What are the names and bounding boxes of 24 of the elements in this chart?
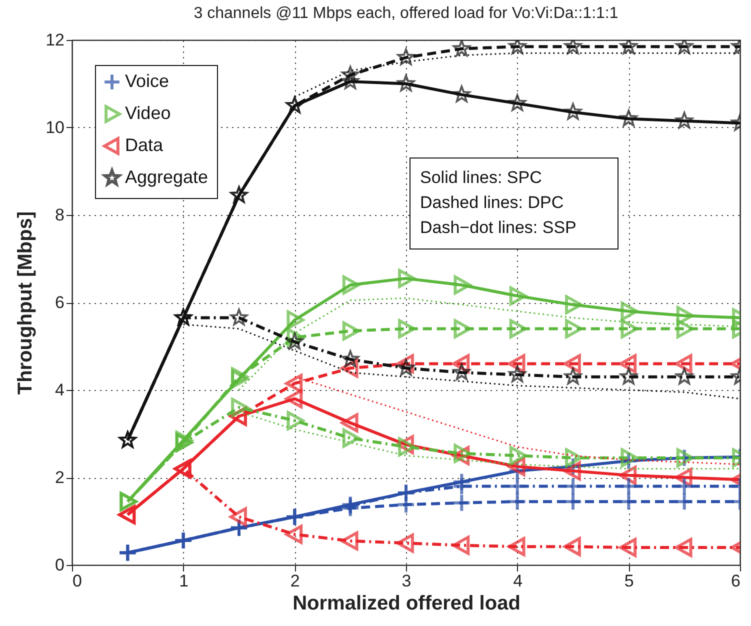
x-tick-label: 3 (402, 572, 412, 590)
x-axis-title: Normalized offered load (292, 592, 520, 614)
chart-title: 3 channels @11 Mbps each, offered load for Vo:Vi:Da::1:1:1 (194, 5, 618, 22)
x-tick-label: 4 (513, 572, 523, 590)
annotation: Solid lines: SPC (420, 168, 542, 187)
x-tick-label: 1 (179, 572, 189, 590)
annotation: Dashed lines: DPC (420, 193, 564, 212)
legend-label: Voice (125, 71, 170, 91)
y-tick-label: 0 (55, 556, 64, 574)
x-tick-label: 5 (624, 572, 634, 590)
x-tick-label: 6 (731, 572, 740, 590)
y-axis-title: Throughput [Mbps] (14, 211, 37, 395)
y-tick-label: 8 (55, 206, 64, 224)
annotation: Dash−dot lines: SSP (420, 218, 576, 237)
y-tick-label: 10 (46, 118, 64, 137)
y-tick-label: 4 (55, 380, 64, 400)
legend-label: Video (125, 103, 171, 123)
x-tick-label: 2 (290, 572, 300, 590)
y-tick-label: 6 (55, 293, 64, 312)
legend-label: Data (125, 135, 164, 155)
y-tick-label: 12 (46, 30, 64, 50)
y-tick-label: 2 (55, 468, 64, 487)
legend-label: Aggregate (125, 167, 208, 187)
x-tick-label: 0 (72, 572, 82, 590)
